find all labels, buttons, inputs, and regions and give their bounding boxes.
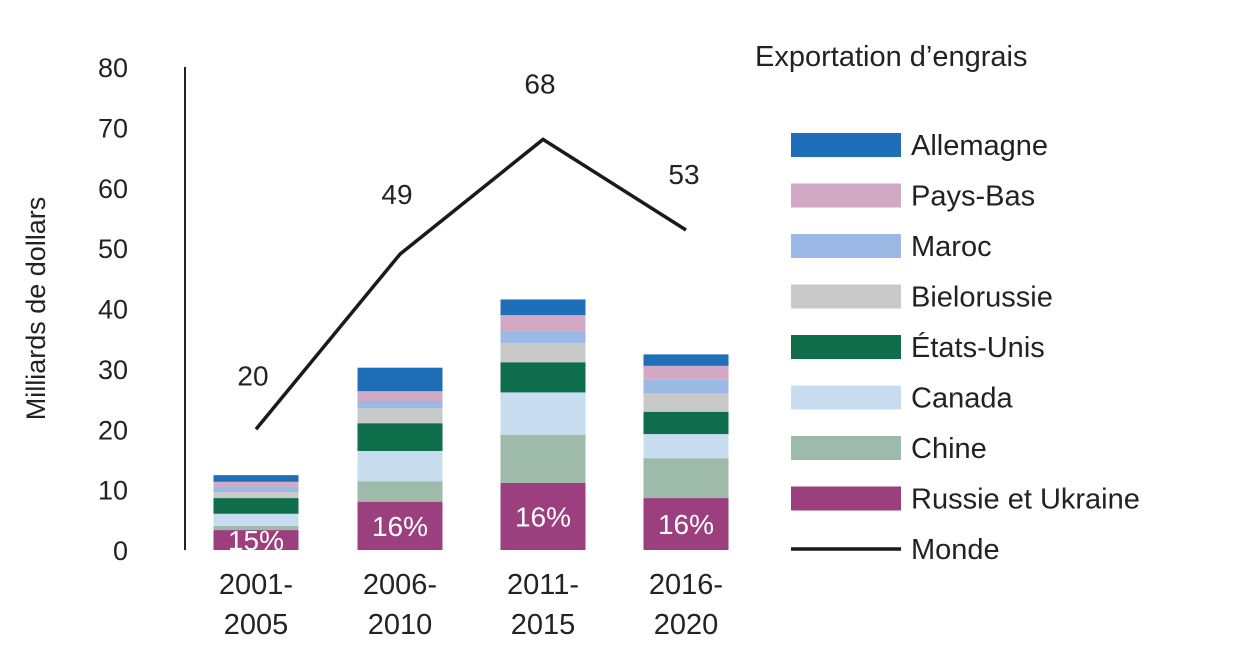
bar-segment-etats-unis — [357, 423, 443, 451]
x-tick-label: 2016- — [649, 569, 723, 601]
bar-segment-canada — [357, 450, 443, 482]
legend-swatch-allemagne — [791, 133, 901, 157]
x-tick-label: 2005 — [224, 609, 289, 641]
line-data-label: 49 — [381, 179, 412, 210]
legend-label-chine: Chine — [911, 433, 987, 465]
bar-segment-canada — [213, 513, 299, 526]
y-tick-label: 20 — [98, 415, 128, 445]
bar-segment-canada — [643, 434, 729, 459]
bar-segment-etats-unis — [643, 411, 729, 435]
x-tick-label: 2011- — [507, 569, 579, 601]
y-tick-label: 60 — [98, 174, 128, 204]
x-tick-label: 2006- — [363, 569, 437, 601]
legend-swatch-maroc — [791, 234, 901, 258]
y-tick-label: 40 — [98, 295, 128, 325]
bar-segment-russie-et-ukraine — [500, 482, 586, 550]
bar-share-label: 15% — [228, 525, 284, 556]
bar-segment-chine — [357, 481, 443, 502]
bar-share-label: 16% — [372, 511, 428, 542]
legend-label-russie-et-ukraine: Russie et Ukraine — [911, 484, 1140, 516]
legend-label-pays-bas: Pays-Bas — [911, 181, 1035, 213]
bar-segment-chine — [213, 525, 299, 531]
bar-segment-maroc — [357, 401, 443, 409]
y-tick-label: 30 — [98, 355, 128, 385]
bar-segment-allemagne — [643, 354, 729, 366]
legend-title: Exportation d’engrais — [755, 41, 1027, 73]
line-monde — [254, 137, 687, 431]
legend-label-monde: Monde — [911, 534, 1000, 566]
x-tick-label: 2015 — [511, 609, 576, 641]
legend-swatch-chine — [791, 436, 901, 460]
bar-segment-maroc — [500, 330, 586, 343]
bar-segment-russie-et-ukraine — [643, 498, 729, 550]
bar-segment-maroc — [213, 486, 299, 493]
y-tick-label: 50 — [98, 234, 128, 264]
legend-swatch-russie-et-ukraine — [791, 486, 901, 511]
bar-segment-chine — [643, 458, 729, 499]
x-tick-label: 2020 — [654, 609, 719, 641]
line-data-label: 53 — [668, 159, 699, 190]
bar-segment-russie-et-ukraine — [213, 530, 299, 550]
legend-swatch-pays-bas — [791, 183, 901, 208]
legend-label-canada: Canada — [911, 383, 1013, 415]
bar-segment-allemagne — [357, 367, 443, 392]
legend-label-bielorussie: Bielorussie — [911, 282, 1053, 314]
x-tick-label: 2010 — [368, 609, 433, 641]
y-tick-label: 80 — [98, 53, 128, 83]
bar-segment-bielorussie — [643, 393, 729, 412]
line-data-label: 20 — [237, 360, 268, 391]
y-tick-label: 70 — [98, 113, 128, 143]
bar-segment-chine — [500, 434, 586, 483]
bar-segment-pays-bas — [500, 315, 586, 331]
legend-label-etats-unis: États-Unis — [911, 331, 1045, 364]
bar-segment-pays-bas — [357, 391, 443, 402]
legend-label-maroc: Maroc — [911, 231, 992, 263]
legend-label-allemagne: Allemagne — [911, 130, 1048, 162]
bar-segment-allemagne — [213, 475, 299, 482]
line-data-label: 68 — [524, 68, 555, 99]
legend-swatch-canada — [791, 385, 901, 410]
bar-segment-allemagne — [500, 299, 586, 316]
bar-segment-etats-unis — [500, 362, 586, 393]
bar-share-label: 16% — [515, 501, 571, 532]
bar-segment-maroc — [643, 379, 729, 394]
legend-swatch-bielorussie — [791, 284, 901, 309]
bar-segment-russie-et-ukraine — [357, 501, 443, 550]
bar-segment-bielorussie — [500, 342, 586, 363]
y-axis-title: Milliards de dollars — [21, 197, 51, 421]
bar-share-label: 16% — [658, 509, 714, 540]
y-tick-label: 10 — [98, 476, 128, 506]
x-tick-label: 2001- — [219, 569, 293, 601]
bar-segment-bielorussie — [213, 492, 299, 499]
bar-segment-canada — [500, 392, 586, 435]
bar-segment-bielorussie — [357, 408, 443, 424]
legend-swatch-etats-unis — [791, 335, 901, 359]
bar-segment-pays-bas — [213, 481, 299, 487]
bar-segment-pays-bas — [643, 365, 729, 380]
bar-segment-etats-unis — [213, 498, 299, 514]
y-tick-label: 0 — [113, 536, 128, 566]
